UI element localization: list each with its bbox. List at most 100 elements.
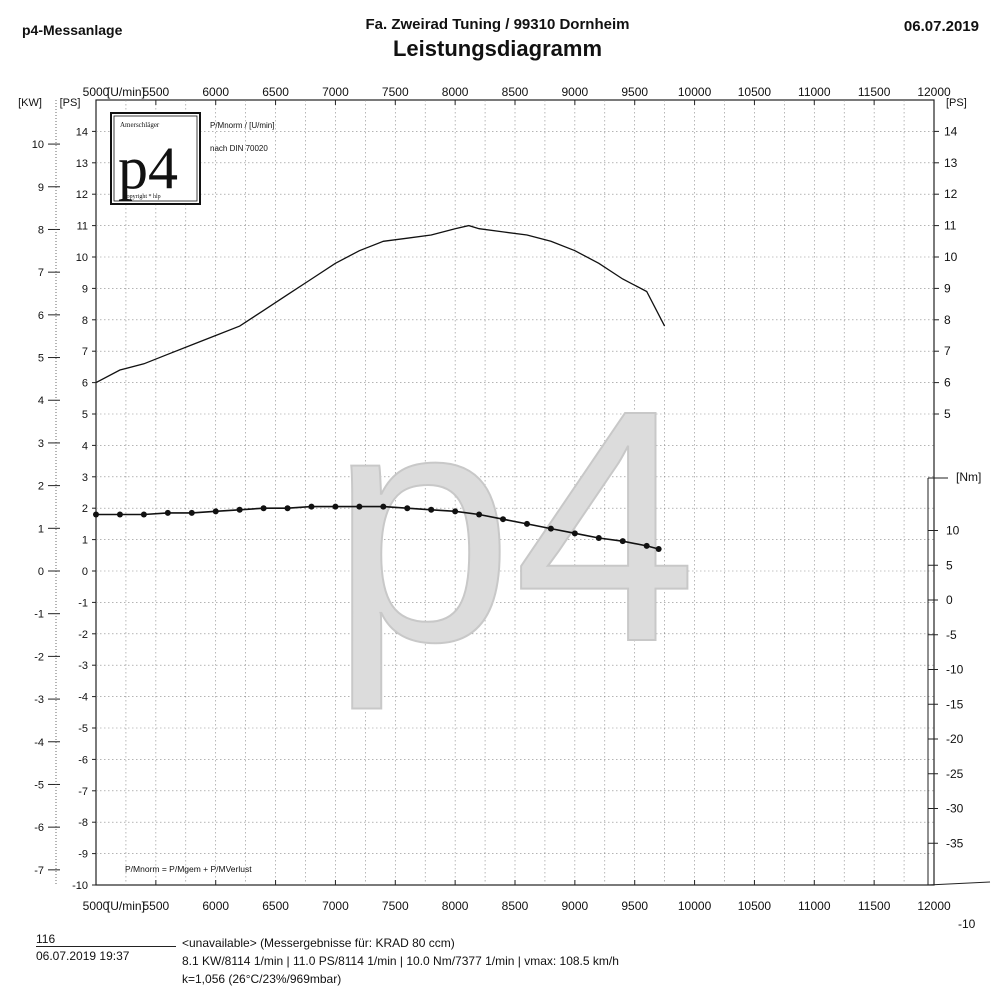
kw-tick-label: -6 (34, 822, 44, 834)
ps-tick-label-left: 12 (76, 189, 88, 201)
kw-tick-label: 10 (32, 139, 44, 151)
ps-tick-label-left: 13 (76, 158, 88, 170)
nm-tick-label: 10 (946, 524, 960, 538)
kw-tick-label: 2 (38, 481, 44, 493)
ps-tick-label-right: 13 (944, 156, 958, 170)
nm-tick-label: -10 (946, 663, 964, 677)
ps-tick-label-right: 9 (944, 281, 951, 295)
kw-axis-label: [KW] (18, 97, 42, 109)
torque-point (188, 509, 195, 516)
run-number: 116 (36, 932, 56, 946)
kw-tick-label: 6 (38, 310, 44, 322)
torque-point (655, 546, 662, 553)
torque-point (236, 506, 243, 513)
x-tick-label-top: 7000 (322, 85, 349, 99)
kw-tick-label: 5 (38, 353, 44, 365)
ps-tick-label-left: 6 (82, 378, 88, 390)
x-tick-label-bottom: 5000 (83, 899, 110, 913)
x-tick-label-top: 7500 (382, 85, 409, 99)
nm-tick-label-bottom: -10 (958, 917, 976, 931)
header-company: Fa. Zweirad Tuning / 99310 Dornheim (365, 16, 630, 33)
torque-point (260, 505, 267, 512)
torque-point (452, 508, 459, 515)
kw-tick-label: 8 (38, 224, 44, 236)
x-tick-label-top: 6500 (262, 85, 289, 99)
x-tick-label-bottom: 9500 (621, 899, 648, 913)
x-tick-label-top: 5500 (143, 85, 170, 99)
torque-point (380, 503, 387, 510)
header-left-label: p4-Messanlage (22, 22, 123, 38)
ps-tick-label-left: 0 (82, 566, 88, 578)
watermark-p4: p4 (330, 341, 697, 712)
x-tick-label-bottom: 8500 (502, 899, 529, 913)
ps-tick-label-right: 10 (944, 250, 958, 264)
x-tick-label-top: 5000 (83, 85, 110, 99)
nm-tick-label: 0 (946, 593, 953, 607)
nm-tick-label: -30 (946, 802, 964, 816)
ps-tick-label-left: -8 (78, 817, 88, 829)
x-tick-label-bottom: 8000 (442, 899, 469, 913)
torque-point (523, 520, 530, 527)
legend-line-2: nach DIN 70020 (210, 144, 268, 153)
torque-point (332, 503, 339, 510)
nm-tick-label: 5 (946, 558, 953, 572)
header-date: 06.07.2019 (903, 18, 979, 35)
torque-point (619, 538, 626, 545)
ps-tick-label-left: -7 (78, 786, 88, 798)
ps-tick-label-left: 2 (82, 503, 88, 515)
ps-tick-label-left: 3 (82, 472, 88, 484)
x-tick-label-top: 9500 (621, 85, 648, 99)
ps-tick-label-left: -9 (78, 849, 88, 861)
x-tick-label-top: 12000 (917, 85, 951, 99)
kw-tick-label: 3 (38, 438, 44, 450)
ps-tick-label-right: 11 (944, 219, 957, 233)
x-tick-label-top: 8000 (442, 85, 469, 99)
svg-text:Amerschläger: Amerschläger (120, 121, 160, 129)
ps-tick-label-right: 12 (944, 187, 958, 201)
x-tick-label-bottom: 5500 (143, 899, 170, 913)
chart-title: Leistungsdiagramm (392, 36, 603, 61)
x-tick-label-bottom: 6500 (262, 899, 289, 913)
ps-tick-label-left: 8 (82, 315, 88, 327)
kw-tick-label: -7 (34, 865, 44, 877)
nm-axis-base (927, 881, 991, 886)
nm-tick-label: -5 (946, 628, 957, 642)
nm-axis-label: [Nm] (956, 470, 981, 484)
x-tick-label-top: 11000 (798, 85, 831, 99)
kw-tick-label: -4 (34, 737, 44, 749)
kw-tick-label: -2 (34, 651, 44, 663)
torque-point (476, 511, 483, 518)
torque-point (284, 505, 291, 512)
torque-point (595, 535, 602, 542)
x-tick-label-top: 11500 (858, 85, 891, 99)
footer-divider (36, 946, 176, 947)
torque-point (356, 503, 363, 510)
ps-tick-label-right: 14 (944, 124, 958, 138)
torque-point (643, 542, 650, 549)
torque-point (404, 505, 411, 512)
x-tick-label-bottom: 9000 (562, 899, 589, 913)
ps-tick-label-left: -5 (78, 723, 88, 735)
kw-tick-label: 9 (38, 182, 44, 194)
nm-tick-label: -25 (946, 767, 964, 781)
x-tick-label-bottom: 11000 (798, 899, 831, 913)
ps-tick-label-left: -3 (78, 660, 88, 672)
grid-lines (96, 100, 934, 885)
power-curve (95, 224, 666, 384)
footer-line-3: k=1,056 (26°C/23%/969mbar) (182, 972, 342, 986)
x-tick-label-bottom: 12000 (917, 899, 951, 913)
kw-tick-label: 4 (38, 395, 44, 407)
x-tick-label-bottom: 10000 (678, 899, 712, 913)
kw-tick-label: 7 (38, 267, 44, 279)
ps-tick-label-right: 5 (944, 407, 951, 421)
x-tick-label-top: 10000 (678, 85, 712, 99)
x-tick-label-top: 8500 (502, 85, 529, 99)
ps-tick-label-right: 8 (944, 313, 951, 327)
ps-tick-label-left: 14 (76, 126, 88, 138)
torque-point (500, 516, 507, 523)
ps-tick-label-right: 6 (944, 376, 951, 390)
x-axis-label-top: [U/min] (107, 85, 145, 99)
torque-point (428, 506, 435, 513)
nm-tick-label: -20 (946, 732, 964, 746)
